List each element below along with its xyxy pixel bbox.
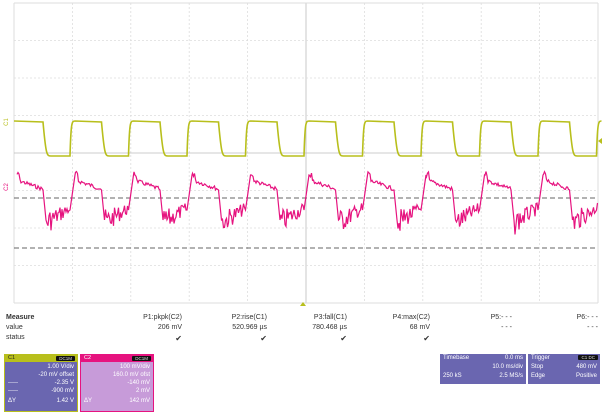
c1-descriptor-panel[interactable]: C1 DC1M 1.00 V/div -20 mV offset ----- -… [4,354,78,412]
trigger-label: Trigger [531,355,550,361]
param-p2-value: 520.969 µs [232,324,267,331]
c2-panel-label: C2 [84,355,92,361]
c1-row3: -2.35 V [54,380,74,386]
c2-waveform [16,170,599,235]
param-p5-value: - - - [501,324,512,331]
status-row-label: status [6,334,25,341]
c1-delta: 1.42 V [56,398,74,404]
c2-scale: 100 mV/div [119,364,150,370]
param-p5-name[interactable]: P5:- - - [490,314,512,321]
trigger-panel[interactable]: Trigger C1 DC Stop 480 mV Edge Positive [528,354,600,384]
param-p3-value: 780.468 µs [312,324,347,331]
param-p2-status-check-icon: ✔ [260,334,267,343]
timebase-label: Timebase [443,355,470,361]
param-p6-value: - - - [587,324,598,331]
trigger-source-tag: C1 DC [578,355,598,360]
c1-coupling-tag: DC1M [56,356,75,361]
timebase-samples: 250 kS [443,373,462,379]
timebase-panel[interactable]: Timebase 0.0 ms 10.0 ms/div 250 kS 2.5 M… [440,354,526,384]
c2-channel-marker[interactable]: C2 [3,183,10,191]
param-p3-status-check-icon: ✔ [340,334,347,343]
trigger-level: 480 mV [576,364,597,370]
c2-row4: 2 mV [135,388,150,394]
c2-row3: -140 mV [127,380,150,386]
c1-scale: 1.00 V/div [47,364,74,370]
trigger-mode: Stop [531,364,544,370]
param-p3-name[interactable]: P3:fall(C1) [313,314,347,321]
timebase-delay: 0.0 ms [504,355,523,361]
c2-descriptor-panel[interactable]: C2 DC1M 100 mV/div 160.0 mV ofst -140 mV… [80,354,154,412]
trigger-type: Edge [531,373,546,379]
param-p1-value: 206 mV [157,324,182,331]
c1-panel-label: C1 [8,355,16,361]
trigger-slope: Positive [575,373,597,379]
c2-coupling-tag: DC1M [132,356,151,361]
measure-title: Measure [6,314,35,321]
param-p4-value: 68 mV [409,324,430,331]
c2-offset: 160.0 mV ofst [112,372,150,378]
waveform-display[interactable]: C1 C2 [0,0,602,306]
param-p2-name[interactable]: P2:rise(C1) [231,314,267,321]
trigger-level-marker [598,138,602,144]
c1-row4: -900 mV [51,388,74,394]
measure-header-row: Measure P1:pkpk(C2) P2:rise(C1) P3:fall(… [0,314,602,324]
measure-status-row: status ✔ ✔ ✔ ✔ [0,334,602,344]
param-p1-name[interactable]: P1:pkpk(C2) [143,314,182,321]
c1-waveform [13,120,602,157]
c2-panel-header: C2 DC1M [81,355,153,362]
value-row-label: value [6,324,23,331]
oscilloscope-grid [13,2,602,306]
c1-panel-header: C1 DC1M [5,355,77,362]
param-p4-name[interactable]: P4:max(C2) [392,314,430,321]
param-p1-status-check-icon: ✔ [175,334,182,343]
c2-delta-label: ΔY [84,398,93,404]
param-p4-status-check-icon: ✔ [423,334,430,343]
c1-offset: -20 mV offset [38,372,74,378]
timebase-per-div: 10.0 ms/div [492,364,523,370]
c1-delta-label: ΔY [8,398,17,404]
measure-value-row: value 206 mV 520.969 µs 780.468 µs 68 mV… [0,324,602,334]
c2-delta: 142 mV [129,398,150,404]
trigger-position-marker [300,302,306,306]
timebase-rate: 2.5 MS/s [499,373,523,379]
c1-channel-marker[interactable]: C1 [3,118,10,126]
measure-table: Measure P1:pkpk(C2) P2:rise(C1) P3:fall(… [0,314,602,352]
param-p6-name[interactable]: P6:- - - [576,314,598,321]
